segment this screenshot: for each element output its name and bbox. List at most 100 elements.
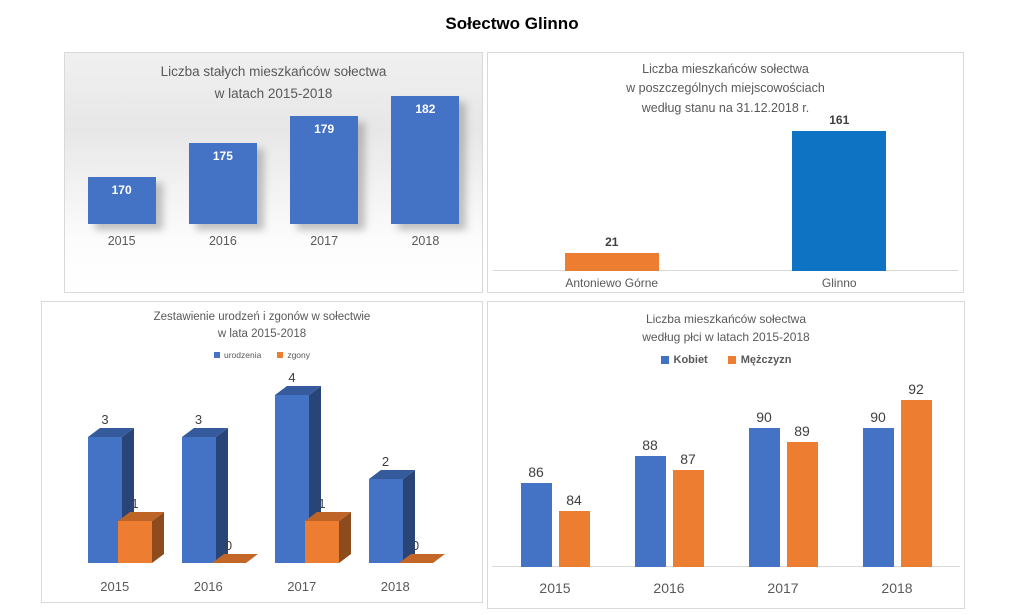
bar-group: 90 89: [726, 409, 840, 567]
bar-slot: 179: [274, 115, 375, 224]
bar: [672, 469, 704, 567]
chart-title: Zestawienie urodzeń i zgonów w sołectwie…: [153, 311, 371, 341]
bar-group: 88 87: [612, 436, 726, 567]
x-axis-line: [493, 270, 958, 271]
legend-item: urodzenia: [213, 350, 262, 360]
bar-slot: 161: [726, 113, 954, 271]
bar-front-face: [368, 479, 403, 563]
bar-slot: 170: [71, 176, 172, 224]
bar-with-label: 90: [748, 408, 780, 567]
bar-value-label: 170: [111, 182, 132, 197]
bar: [558, 511, 590, 567]
bar-front-face: [181, 436, 216, 563]
bar-with-label: 21: [564, 235, 659, 271]
x-axis-line: [492, 566, 960, 567]
category-label: 2015: [100, 579, 130, 594]
bar-slot: 21: [498, 235, 726, 271]
bar-front-face: [118, 521, 152, 563]
bar-front-face: [275, 394, 309, 563]
category-label: 2017: [310, 234, 339, 248]
category-label: 2018: [881, 580, 913, 596]
category-axis: Antoniewo Górne Glinno: [498, 276, 953, 290]
legend-swatch: [727, 356, 736, 364]
bar-value-label: 0: [224, 538, 233, 553]
legend-label: Kobiet: [673, 354, 708, 366]
bar: 182: [391, 95, 460, 224]
bar-value-label: 86: [528, 464, 544, 481]
category-label: 2017: [287, 579, 317, 594]
category-label: 2015: [107, 234, 136, 248]
bar-value-label: 1: [131, 496, 139, 511]
legend-label: zgony: [287, 350, 311, 360]
bar: 170: [87, 176, 156, 224]
bar-group: 90 92: [840, 381, 954, 567]
bar-value-label: 92: [908, 380, 924, 397]
category-label: Glinno: [821, 276, 857, 290]
bar-value-label: 1: [318, 496, 326, 511]
category-label: 2016: [208, 234, 237, 248]
bar: 175: [188, 142, 257, 224]
category-label: 2018: [380, 579, 410, 594]
bar-value-label: 84: [566, 492, 582, 509]
bar-value-label: 175: [212, 148, 233, 163]
bar: 179: [290, 115, 359, 224]
category-label: 2016: [653, 580, 685, 596]
bar-value-label: 2: [381, 454, 390, 469]
bar-value-label: 88: [642, 436, 658, 453]
chart-legend: urodzenia zgony: [42, 350, 482, 360]
bar-with-label: 86: [520, 464, 552, 567]
legend-item: Mężczyzn: [727, 354, 791, 366]
bar-with-label: 90: [862, 408, 894, 567]
category-axis: 2015 2016 2017 2018: [71, 234, 476, 248]
category-axis: 2015 2016 2017 2018: [68, 579, 442, 594]
plot-area: 21 161: [498, 113, 953, 271]
page-title: Sołectwo Glinno: [445, 14, 579, 33]
bar-slot: 175: [172, 142, 273, 224]
bar-3d: 3: [181, 412, 228, 563]
legend-swatch: [213, 352, 220, 358]
legend-label: urodzenia: [223, 350, 262, 360]
bar-value-label: 3: [101, 411, 109, 427]
plot-area: 170 175 179 182: [71, 82, 476, 224]
legend-swatch: [660, 356, 669, 364]
bar-value-label: 90: [870, 408, 886, 425]
bar-value-label: 3: [194, 411, 203, 427]
bar-value-label: 161: [829, 112, 850, 127]
bar-3d: 3: [88, 412, 134, 563]
chart-legend: Kobiet Mężczyzn: [488, 354, 964, 366]
plot-area: 86 84 88 87 90 89 90 92: [498, 339, 954, 567]
bar: [634, 455, 666, 567]
chart-panel-births-deaths: Zestawienie urodzeń i zgonów w sołectwie…: [41, 301, 483, 603]
bar: [792, 130, 887, 271]
bar-with-label: 92: [900, 380, 932, 567]
bar-value-label: 87: [680, 450, 696, 467]
bar-with-label: 161: [792, 112, 887, 271]
legend-item: Kobiet: [660, 354, 708, 366]
category-label: 2018: [411, 234, 440, 248]
chart-panel-residents-by-village: Liczba mieszkańców sołectwa w poszczegól…: [487, 52, 964, 293]
category-label: 2017: [767, 580, 799, 596]
bar-slot: 182: [375, 95, 476, 224]
bar-with-label: 84: [558, 492, 590, 567]
bar: [862, 427, 894, 567]
bar: [564, 252, 659, 271]
chart-panel-residents-by-gender: Liczba mieszkańców sołectwa według płci …: [487, 301, 965, 609]
bar-value-label: 89: [794, 422, 810, 439]
bar-3d: 4: [275, 370, 321, 563]
bar-value-label: 182: [415, 101, 436, 116]
bar-value-label: 90: [756, 408, 772, 425]
chart-panel-residents-by-year: Liczba stałych mieszkańców sołectwa w la…: [64, 52, 483, 293]
bar-group: 86 84: [498, 464, 612, 567]
bar-3d: 2: [368, 454, 415, 563]
bar-front-face: [305, 521, 339, 563]
bar-value-label: 0: [411, 538, 420, 553]
bar: [520, 483, 552, 567]
legend-item: zgony: [277, 350, 310, 360]
chart-title: Liczba mieszkańców sołectwa w poszczegól…: [626, 62, 825, 115]
